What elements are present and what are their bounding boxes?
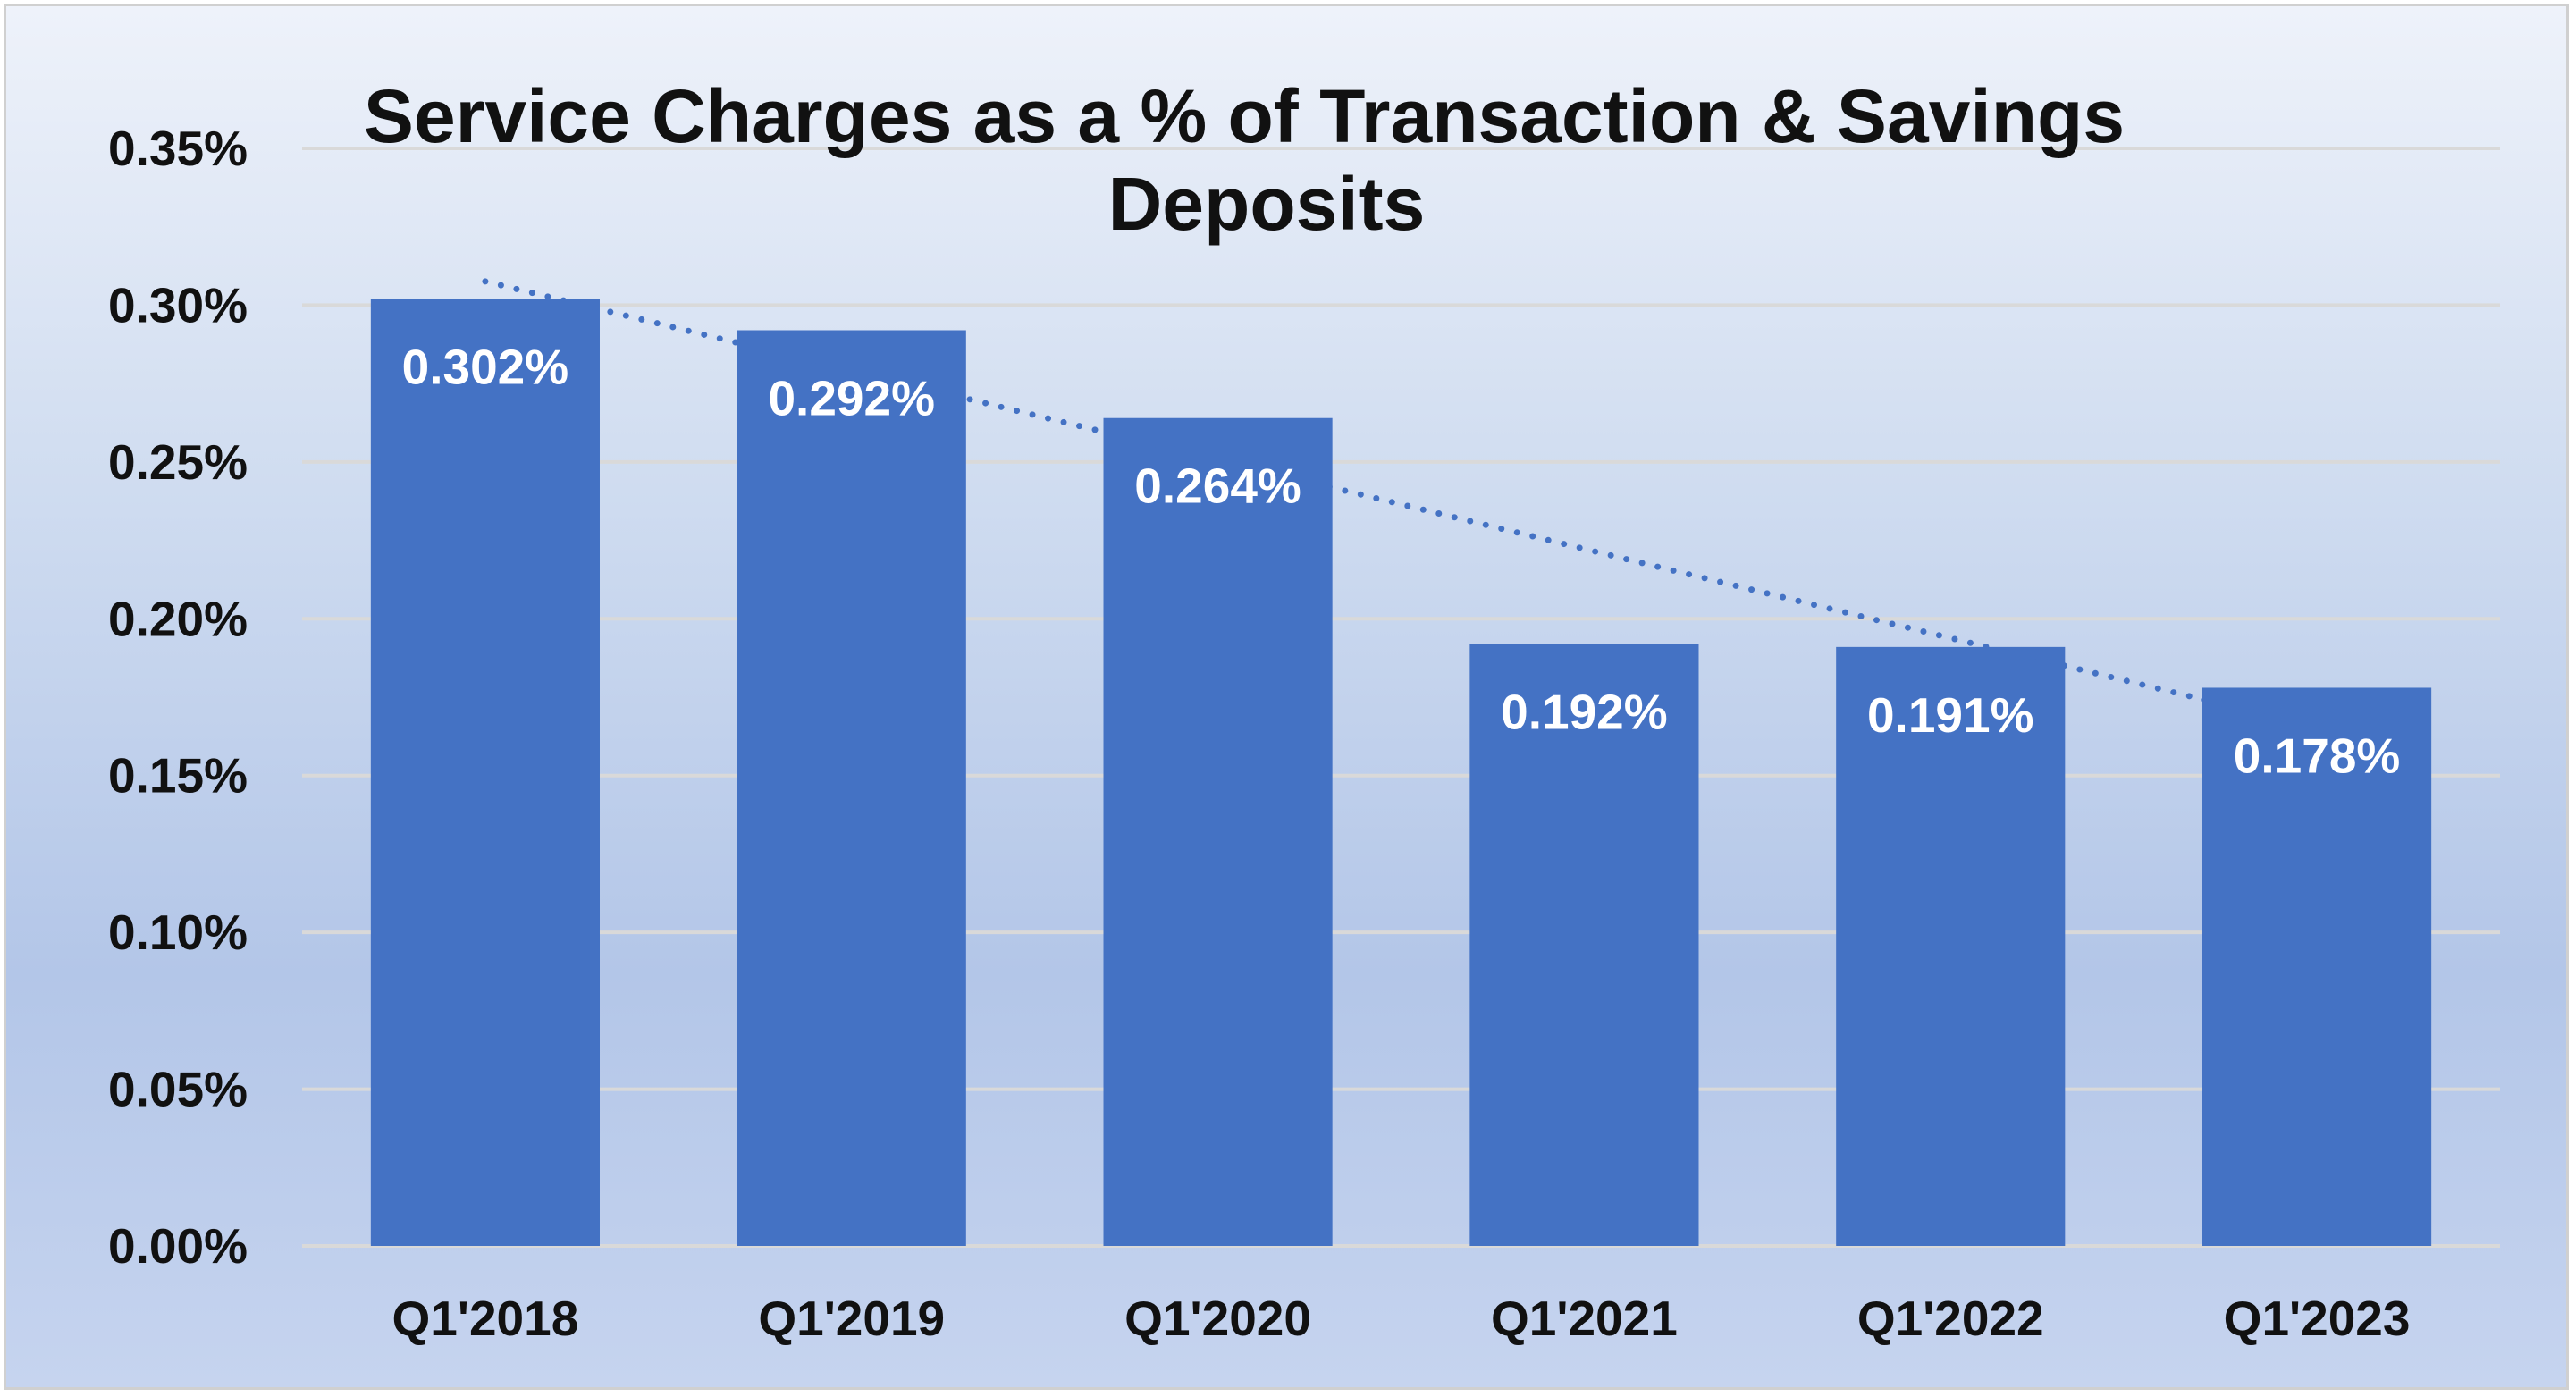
chart-title-line-1: Service Charges as a % of Transaction & …: [364, 74, 2125, 158]
bar-chart: 0.302% 0.292% 0.264% 0.192% 0.191% 0.178% 0.0…: [108, 74, 2500, 1346]
bar: [370, 299, 600, 1247]
bar: [2202, 687, 2432, 1246]
bar: [1469, 644, 1699, 1246]
bar: [737, 330, 966, 1247]
data-labels: 0.302% 0.292% 0.264% 0.192% 0.191% 0.178%: [402, 339, 2401, 783]
bar: [1836, 646, 2066, 1246]
y-tick-label: 0.20%: [108, 591, 248, 646]
x-category-label: Q1'2019: [758, 1291, 945, 1346]
chart-title-line-2: Deposits: [1108, 162, 1426, 246]
y-tick-label: 0.10%: [108, 905, 248, 960]
data-label: 0.292%: [768, 370, 935, 425]
data-label: 0.264%: [1134, 459, 1301, 514]
y-tick-label: 0.35%: [108, 121, 248, 176]
y-tick-label: 0.05%: [108, 1062, 248, 1117]
x-category-label: Q1'2023: [2224, 1291, 2411, 1346]
data-label: 0.302%: [402, 339, 569, 394]
x-category-label: Q1'2020: [1124, 1291, 1311, 1346]
x-category-label: Q1'2021: [1491, 1291, 1678, 1346]
y-axis-tick-labels: 0.00% 0.05% 0.10% 0.15% 0.20% 0.25% 0.30% 0.35%: [108, 121, 248, 1274]
data-label: 0.178%: [2234, 728, 2401, 783]
y-tick-label: 0.15%: [108, 748, 248, 804]
gridlines: [302, 147, 2500, 1248]
chart-frame: 0.302% 0.292% 0.264% 0.192% 0.191% 0.178% 0.0…: [4, 4, 2569, 1390]
bar: [1103, 417, 1333, 1246]
data-label: 0.191%: [1867, 687, 2034, 743]
bars: [370, 299, 2432, 1247]
x-category-label: Q1'2018: [392, 1291, 579, 1346]
y-tick-label: 0.30%: [108, 277, 248, 332]
data-label: 0.192%: [1501, 684, 1668, 739]
x-axis-category-labels: Q1'2018 Q1'2019 Q1'2020 Q1'2021 Q1'2022 Q1'20…: [392, 1291, 2411, 1346]
y-tick-label: 0.00%: [108, 1218, 248, 1274]
y-tick-label: 0.25%: [108, 434, 248, 490]
x-category-label: Q1'2022: [1857, 1291, 2044, 1346]
